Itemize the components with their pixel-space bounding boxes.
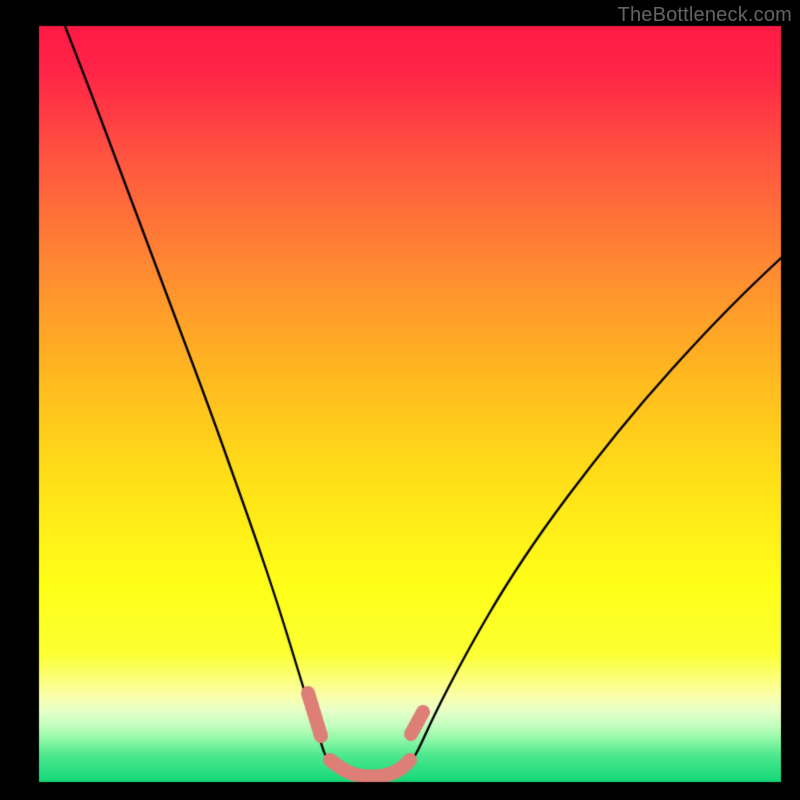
bottleneck-curve-chart [0, 0, 800, 800]
